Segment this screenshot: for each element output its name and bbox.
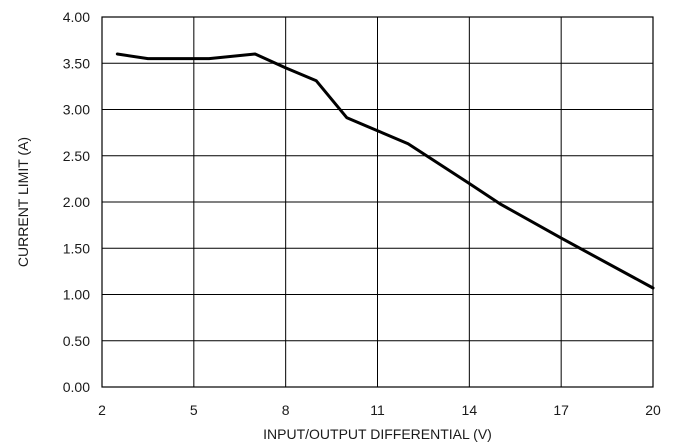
y-tick-label: 4.00 xyxy=(63,9,90,25)
x-tick-label: 20 xyxy=(645,402,661,418)
x-axis-label: INPUT/OUTPUT DIFFERENTIAL (V) xyxy=(263,426,492,442)
x-tick-label: 5 xyxy=(190,402,198,418)
x-tick-label: 17 xyxy=(553,402,569,418)
y-tick-label: 1.00 xyxy=(63,287,90,303)
y-tick-labels: 0.00 0.50 1.00 1.50 2.00 2.50 3.00 3.50 4.00 xyxy=(63,9,90,395)
series-line xyxy=(115,52,655,290)
x-tick-label: 11 xyxy=(370,402,385,418)
y-tick-label: 0.50 xyxy=(63,333,90,349)
y-tick-label: 1.50 xyxy=(63,240,90,256)
y-axis-label: CURRENT LIMIT (A) xyxy=(15,137,31,267)
x-tick-labels: 2 5 8 11 14 17 20 xyxy=(98,402,661,418)
x-tick-label: 8 xyxy=(282,402,290,418)
y-tick-label: 3.50 xyxy=(63,55,90,71)
x-tick-label: 14 xyxy=(462,402,478,418)
y-tick-label: 3.00 xyxy=(63,102,90,118)
plot-frame xyxy=(101,16,654,388)
y-tick-label: 0.00 xyxy=(63,379,90,395)
grid xyxy=(101,16,654,388)
y-tick-label: 2.50 xyxy=(63,148,90,164)
y-tick-label: 2.00 xyxy=(63,194,90,210)
x-tick-label: 2 xyxy=(98,402,106,418)
